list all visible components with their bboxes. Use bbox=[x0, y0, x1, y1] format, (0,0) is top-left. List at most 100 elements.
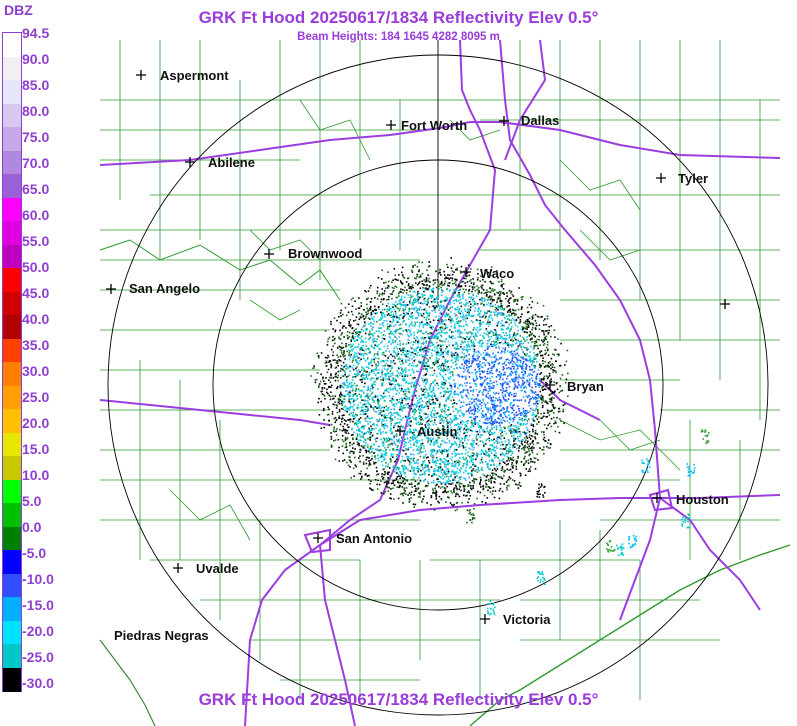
echo-pixel bbox=[540, 397, 542, 399]
echo-pixel bbox=[398, 385, 401, 387]
echo-pixel bbox=[323, 395, 326, 397]
echo-pixel bbox=[404, 395, 407, 397]
echo-pixel bbox=[451, 462, 454, 465]
echo-pixel bbox=[473, 314, 475, 317]
echo-pixel bbox=[472, 468, 475, 470]
echo-pixel bbox=[313, 365, 315, 367]
echo-pixel bbox=[534, 402, 537, 405]
echo-pixel bbox=[504, 427, 506, 430]
echo-pixel bbox=[392, 320, 395, 322]
echo-pixel bbox=[499, 337, 501, 339]
echo-pixel bbox=[362, 316, 364, 318]
echo-pixel bbox=[367, 385, 370, 388]
echo-pixel bbox=[331, 395, 334, 397]
echo-pixel bbox=[486, 425, 489, 428]
echo-pixel bbox=[557, 338, 559, 340]
echo-pixel bbox=[337, 374, 340, 377]
echo-pixel bbox=[419, 480, 422, 483]
echo-pixel bbox=[456, 367, 458, 369]
echo-pixel bbox=[424, 473, 426, 476]
echo-pixel bbox=[458, 438, 460, 441]
echo-pixel bbox=[506, 487, 508, 489]
echo-pixel bbox=[338, 399, 340, 401]
echo-pixel bbox=[458, 488, 460, 490]
echo-pixel bbox=[477, 350, 480, 353]
echo-pixel bbox=[352, 467, 355, 470]
echo-pixel bbox=[413, 413, 416, 416]
echo-pixel bbox=[445, 448, 447, 451]
echo-pixel bbox=[543, 388, 546, 390]
echo-pixel bbox=[470, 303, 472, 306]
echo-pixel bbox=[391, 444, 394, 446]
echo-pixel bbox=[410, 341, 412, 344]
echo-pixel bbox=[465, 304, 467, 306]
echo-pixel bbox=[448, 483, 450, 485]
echo-pixel bbox=[392, 313, 395, 316]
echo-pixel bbox=[522, 356, 524, 358]
echo-pixel bbox=[408, 499, 411, 502]
echo-pixel bbox=[454, 472, 457, 475]
echo-pixel bbox=[399, 374, 401, 376]
echo-pixel bbox=[508, 439, 510, 441]
echo-pixel bbox=[476, 434, 478, 436]
echo-pixel bbox=[335, 419, 338, 421]
echo-pixel bbox=[491, 428, 494, 430]
echo-pixel bbox=[338, 316, 340, 318]
echo-pixel bbox=[460, 281, 463, 283]
echo-pixel bbox=[432, 449, 435, 452]
echo-pixel bbox=[506, 315, 508, 318]
echo-pixel bbox=[489, 468, 491, 471]
echo-pixel bbox=[471, 424, 473, 426]
echo-pixel bbox=[436, 478, 439, 481]
echo-pixel bbox=[461, 453, 463, 455]
echo-pixel bbox=[362, 368, 365, 370]
echo-pixel bbox=[389, 388, 392, 391]
echo-pixel bbox=[535, 344, 538, 347]
echo-pixel bbox=[412, 439, 414, 441]
echo-pixel bbox=[472, 278, 474, 280]
echo-pixel bbox=[381, 414, 383, 417]
echo-pixel bbox=[336, 361, 339, 363]
echo-pixel bbox=[470, 459, 473, 461]
echo-pixel bbox=[450, 503, 453, 506]
echo-pixel bbox=[526, 339, 528, 341]
echo-pixel bbox=[380, 432, 382, 434]
echo-pixel bbox=[373, 372, 376, 375]
echo-pixel bbox=[356, 429, 358, 431]
echo-pixel bbox=[335, 372, 337, 375]
echo-pixel bbox=[392, 339, 395, 342]
echo-pixel bbox=[446, 287, 449, 290]
echo-pixel bbox=[462, 295, 464, 298]
echo-pixel bbox=[535, 322, 538, 324]
echo-pixel bbox=[447, 490, 450, 493]
echo-pixel bbox=[399, 332, 402, 335]
echo-pixel bbox=[403, 393, 406, 396]
echo-pixel bbox=[463, 439, 466, 442]
echo-pixel bbox=[439, 446, 441, 448]
echo-pixel bbox=[340, 352, 343, 354]
echo-pixel bbox=[484, 354, 486, 357]
echo-pixel bbox=[554, 370, 557, 372]
echo-pixel bbox=[362, 404, 364, 406]
echo-pixel bbox=[454, 343, 457, 345]
echo-pixel bbox=[492, 361, 494, 364]
echo-pixel bbox=[444, 392, 446, 395]
echo-pixel bbox=[503, 309, 505, 311]
echo-pixel bbox=[389, 324, 391, 326]
echo-pixel bbox=[365, 341, 367, 344]
echo-pixel bbox=[337, 356, 340, 358]
echo-pixel bbox=[453, 390, 456, 393]
echo-pixel bbox=[428, 285, 431, 288]
echo-pixel bbox=[384, 490, 387, 493]
echo-pixel bbox=[481, 287, 483, 289]
echo-pixel bbox=[457, 285, 460, 288]
echo-pixel bbox=[479, 321, 481, 324]
echo-pixel bbox=[371, 428, 373, 431]
echo-pixel bbox=[349, 325, 352, 328]
echo-pixel bbox=[527, 323, 529, 325]
echo-pixel bbox=[359, 371, 361, 373]
echo-pixel bbox=[338, 400, 341, 403]
echo-pixel bbox=[539, 344, 541, 346]
echo-pixel bbox=[418, 270, 420, 273]
